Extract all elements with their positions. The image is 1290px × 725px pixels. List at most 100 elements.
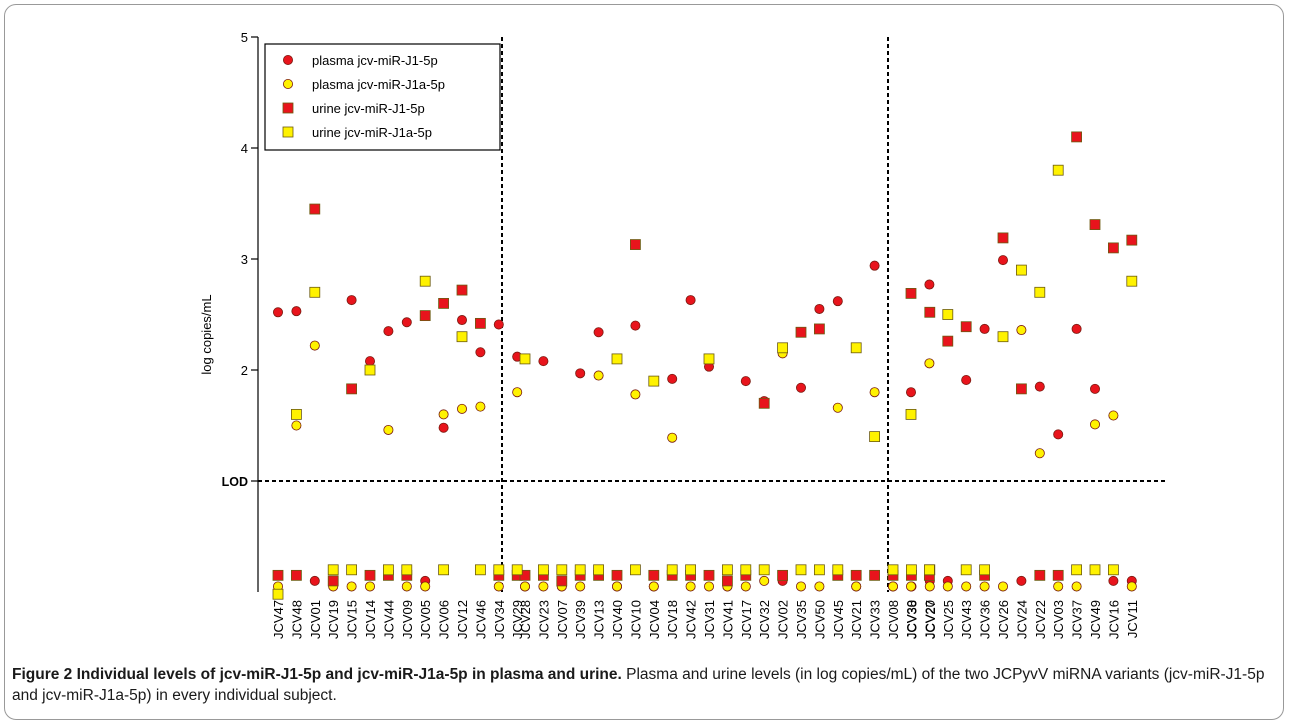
point-series-3 [519, 353, 531, 365]
point-series-0 [1090, 383, 1101, 394]
x-tick-label: JCV13 [592, 600, 607, 639]
point-series-0 [979, 323, 990, 334]
point-series-0 [998, 255, 1009, 266]
point-series-2 [942, 335, 954, 347]
point-series-0 [1053, 429, 1064, 440]
point-series-3 [538, 564, 549, 576]
x-tick-label: JCV35 [794, 600, 809, 639]
point-series-3 [419, 275, 431, 287]
y-tick-label: 3 [241, 252, 248, 267]
point-series-0 [493, 319, 504, 330]
point-series-1 [924, 358, 935, 369]
point-series-1 [1108, 410, 1119, 421]
point-series-2 [519, 569, 531, 581]
point-series-2 [346, 383, 358, 395]
point-series-1 [1071, 581, 1082, 592]
point-series-1 [593, 370, 604, 381]
point-series-3 [997, 331, 1009, 343]
x-tick-label: JCV40 [610, 600, 625, 639]
x-tick-label: JCV17 [739, 600, 754, 639]
group-dividers [501, 37, 889, 592]
x-tick-labels: JCV47 JCV48 JCV01 JCV19 JCV15 JCV14 JCV44 JCV09… [271, 600, 1140, 639]
point-series-2 [960, 321, 972, 333]
point-series-0 [364, 356, 375, 367]
point-series-1 [493, 581, 504, 592]
x-tick-label: JCV29 [510, 600, 525, 639]
point-series-3 [722, 564, 733, 576]
lod-label: LOD [222, 475, 248, 489]
point-series-3 [327, 564, 339, 576]
point-series-3 [758, 564, 770, 576]
point-series-1 [512, 387, 523, 398]
x-tick-label: JCV36 [978, 600, 993, 639]
point-series-3 [1108, 564, 1119, 576]
point-series-3 [493, 564, 505, 576]
point-series-0 [832, 296, 843, 307]
point-series-1 [1034, 448, 1045, 459]
x-tick-label: JCV22 [1033, 600, 1048, 639]
x-tick-label: JCV18 [665, 600, 680, 639]
point-series-2 [290, 569, 302, 581]
point-series-0 [575, 368, 586, 379]
x-tick-label: JCV31 [702, 600, 717, 639]
point-series-0 [272, 307, 283, 318]
point-series-0 [538, 356, 549, 367]
point-series-3 [795, 564, 807, 576]
point-series-2 [722, 575, 733, 587]
point-series-3 [648, 375, 660, 387]
point-series-2 [869, 569, 880, 581]
point-series-2 [556, 575, 568, 587]
point-series-3 [869, 431, 880, 443]
point-series-1 [401, 581, 412, 592]
point-series-1 [704, 581, 715, 592]
point-series-0 [961, 374, 972, 385]
point-series-3 [740, 564, 752, 576]
point-series-1 [869, 387, 880, 398]
point-series-3 [850, 342, 862, 354]
legend-marker [282, 55, 293, 66]
legend-marker [282, 102, 294, 114]
point-series-0 [1034, 381, 1045, 392]
point-series-3 [611, 353, 623, 365]
x-tick-label: JCV21 [849, 600, 864, 639]
point-series-2 [1016, 383, 1027, 395]
point-series-0 [796, 382, 807, 393]
point-series-1 [438, 409, 449, 420]
point-series-3 [346, 564, 358, 576]
point-series-2 [1034, 569, 1046, 581]
point-series-3 [1089, 564, 1101, 576]
x-tick-label: JCV19 [326, 600, 341, 639]
point-series-2 [997, 232, 1009, 244]
point-series-2 [419, 310, 431, 322]
point-series-3 [438, 564, 450, 576]
point-series-1 [475, 401, 486, 412]
x-tick-label: JCV38 [904, 600, 919, 639]
point-series-2 [777, 569, 788, 581]
point-series-3 [887, 564, 899, 576]
point-series-2 [850, 569, 862, 581]
x-tick-label: JCV26 [996, 600, 1011, 639]
point-series-2 [795, 326, 807, 338]
x-tick-label: JCV39 [573, 600, 588, 639]
x-tick-label: JCV27 [923, 600, 938, 639]
x-tick-label: JCV20 [922, 600, 937, 639]
point-series-2 [1126, 234, 1138, 246]
figure-frame [4, 4, 1284, 720]
point-series-2 [630, 239, 641, 250]
point-series-3 [364, 364, 376, 376]
point-series-0 [1016, 575, 1027, 586]
point-series-1 [759, 575, 770, 586]
x-tick-label: JCV16 [1106, 600, 1121, 639]
point-series-1 [364, 581, 375, 592]
point-series-3 [924, 564, 935, 576]
point-series-1 [906, 581, 917, 592]
y-tick-label: 2 [241, 363, 248, 378]
point-series-0 [383, 326, 394, 337]
point-series-1 [851, 581, 862, 592]
x-tick-label: JCV02 [776, 600, 791, 639]
x-tick-label: JCV42 [684, 600, 699, 639]
point-series-2 [814, 323, 825, 335]
point-series-1 [832, 402, 843, 413]
point-series-2 [1052, 569, 1064, 581]
point-series-3 [511, 564, 523, 576]
